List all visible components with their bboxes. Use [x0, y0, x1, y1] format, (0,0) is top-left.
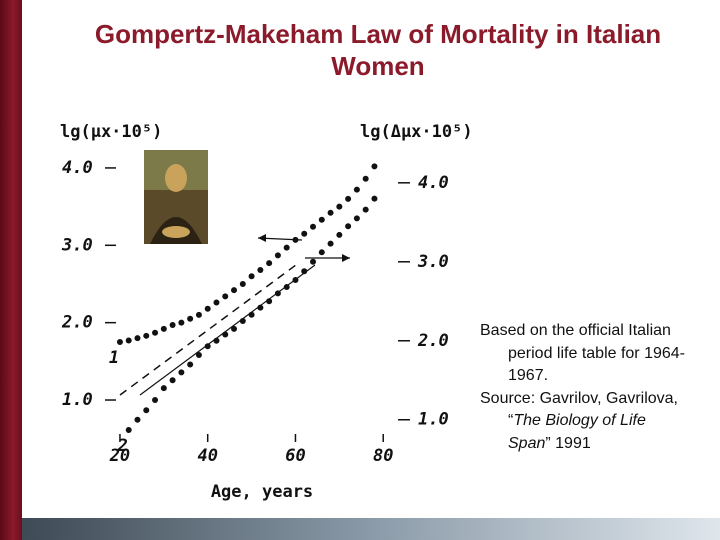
data-point [222, 293, 229, 300]
data-point [143, 332, 150, 339]
data-point [248, 273, 255, 280]
series-label: 1 [109, 348, 119, 368]
data-point [152, 397, 159, 404]
data-point [178, 369, 185, 376]
data-point [160, 385, 167, 392]
data-point [204, 305, 211, 312]
y-tick-label: 2.0 [61, 313, 93, 333]
data-point [169, 321, 176, 328]
data-point [152, 329, 159, 336]
citation-text: Source: Gavrilov, Gavrilova, “ [480, 389, 678, 430]
data-point [134, 335, 141, 342]
data-point [231, 287, 238, 294]
data-point [371, 163, 378, 170]
slide-title: Gompertz-Makeham Law of Mortality in Ita… [94, 19, 662, 81]
portrait [144, 150, 208, 244]
data-point [231, 325, 238, 332]
data-point [239, 280, 246, 287]
data-point [257, 304, 264, 311]
data-point [274, 252, 281, 259]
data-point [239, 318, 246, 325]
data-point [292, 236, 299, 243]
data-point [169, 377, 176, 384]
data-point [257, 267, 264, 274]
y-tick-label: 4.0 [62, 158, 93, 178]
data-point [353, 215, 360, 222]
data-point [160, 325, 167, 332]
data-point [283, 284, 290, 291]
data-point [336, 203, 343, 210]
y-axis-label: lg(μx·10⁵) [60, 122, 162, 142]
arrow-head [342, 254, 350, 262]
data-point [248, 311, 255, 318]
data-point [195, 351, 202, 358]
data-point [125, 427, 132, 434]
citation-title: The Biology of Life Span [508, 412, 646, 452]
data-point [371, 195, 378, 202]
y-tick-label: 1.0 [62, 390, 93, 410]
data-point [283, 244, 290, 251]
data-point [362, 206, 369, 213]
data-point [362, 175, 369, 182]
data-point [345, 195, 352, 202]
data-point [310, 223, 317, 230]
arrow-head [258, 234, 266, 242]
data-point [318, 216, 325, 223]
data-point [292, 276, 299, 283]
x-tick-label: 20 [109, 446, 130, 466]
data-point [178, 319, 185, 326]
y2-tick-label: 2.0 [417, 331, 449, 351]
x-tick-label: 80 [373, 446, 393, 466]
fit-line-dashed [119, 261, 301, 396]
data-point [213, 337, 220, 344]
data-point [327, 240, 334, 247]
data-point [125, 337, 132, 344]
portrait-face [165, 164, 187, 192]
y2-axis-label: lg(Δμx·10⁵) [360, 122, 473, 142]
left-bar [0, 0, 22, 540]
source-note: Based on the official Italian period lif… [480, 320, 690, 455]
data-point [204, 343, 211, 350]
data-point [222, 331, 229, 338]
data-point [336, 231, 343, 238]
data-point [310, 258, 317, 265]
data-point [301, 268, 308, 275]
data-point [345, 223, 352, 230]
citation: Source: Gavrilov, Gavrilova, “The Biolog… [480, 388, 690, 456]
data-point [353, 186, 360, 193]
portrait-hands [162, 226, 190, 238]
data-point [143, 407, 150, 414]
x-tick-label: 60 [285, 446, 305, 466]
data-point [327, 209, 334, 216]
data-point [301, 230, 308, 237]
citation-text: ” 1991 [545, 434, 591, 452]
data-point [187, 361, 194, 368]
data-point [187, 315, 194, 322]
data-point [266, 298, 273, 305]
data-point [318, 249, 325, 256]
y2-tick-label: 4.0 [418, 173, 449, 193]
data-point [274, 290, 281, 297]
data-point [116, 339, 123, 346]
series-label: 2 [117, 436, 128, 456]
data-point [134, 416, 141, 423]
y2-tick-label: 3.0 [417, 252, 449, 272]
data-point [213, 299, 220, 306]
data-point [266, 260, 273, 267]
bottom-bar [22, 518, 720, 540]
note-text: Based on the official Italian period lif… [480, 322, 685, 384]
x-tick-label: 40 [197, 446, 217, 466]
data-point [195, 311, 202, 318]
x-axis-label: Age, years [211, 482, 313, 502]
y2-tick-label: 1.0 [418, 410, 449, 430]
y-tick-label: 3.0 [61, 235, 93, 255]
